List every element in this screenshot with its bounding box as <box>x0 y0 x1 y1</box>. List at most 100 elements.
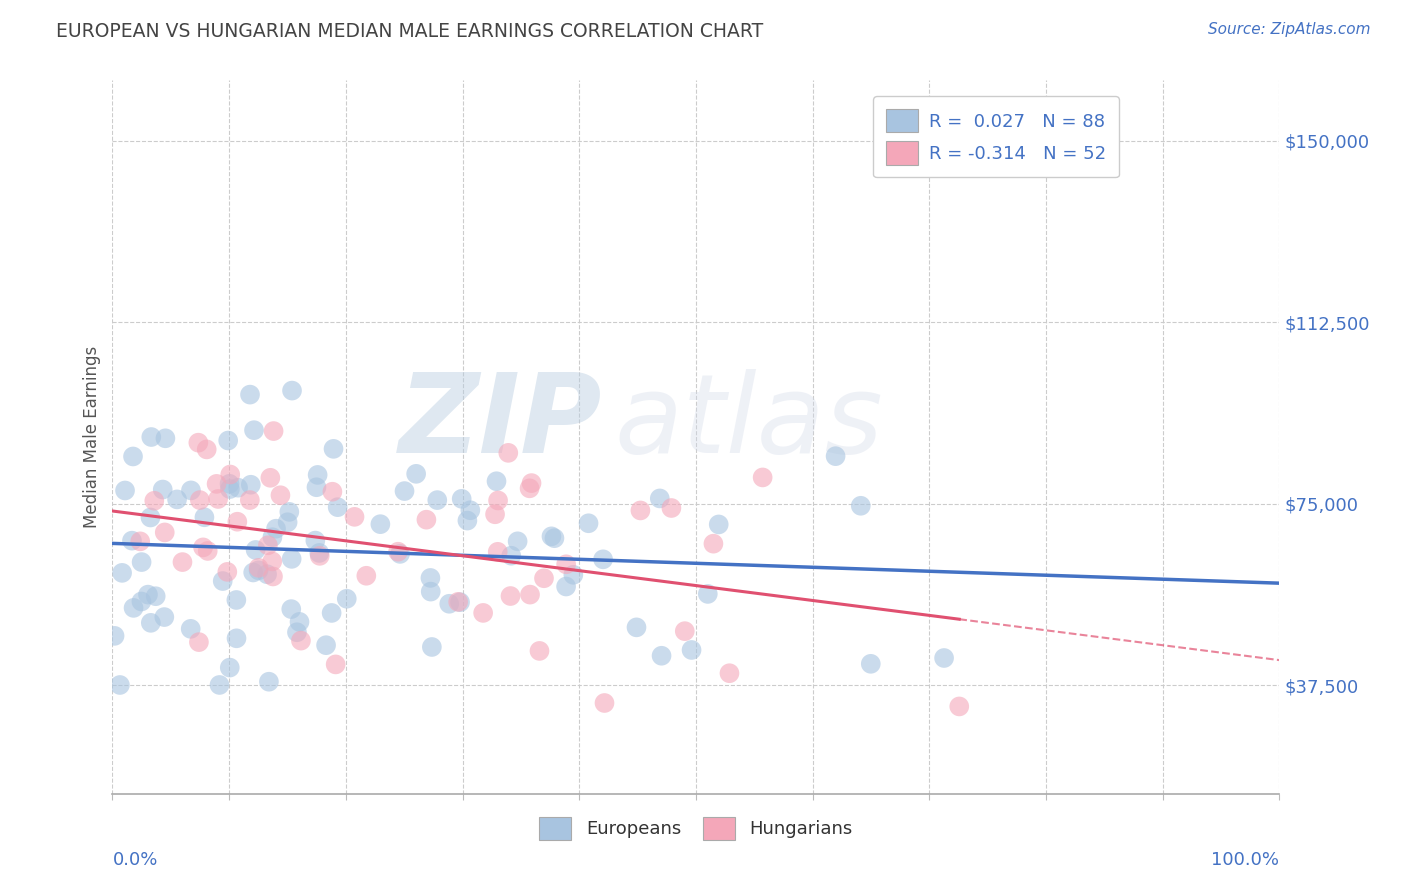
Point <box>501 549 523 563</box>
Point <box>242 566 264 580</box>
Point <box>172 555 194 569</box>
Point <box>139 615 162 630</box>
Point <box>673 624 696 639</box>
Point <box>262 530 284 544</box>
Text: atlas: atlas <box>614 369 883 476</box>
Point <box>486 493 509 508</box>
Point <box>239 387 262 401</box>
Point <box>259 471 281 485</box>
Point <box>187 435 209 450</box>
Point <box>188 493 211 508</box>
Point <box>628 503 651 517</box>
Point <box>257 538 280 552</box>
Point <box>111 566 134 580</box>
Point <box>543 531 565 545</box>
Point <box>247 561 270 575</box>
Point <box>460 503 482 517</box>
Point <box>456 514 478 528</box>
Point <box>243 423 266 437</box>
Point <box>651 648 673 663</box>
Point <box>389 547 412 561</box>
Point <box>257 674 280 689</box>
Point <box>661 501 683 516</box>
Point <box>449 595 471 609</box>
Point <box>245 543 267 558</box>
Point <box>195 442 218 457</box>
Point <box>593 696 616 710</box>
Point <box>321 606 343 620</box>
Point <box>626 620 648 634</box>
Point <box>519 588 541 602</box>
Point <box>256 567 278 582</box>
Point <box>264 522 287 536</box>
Point <box>308 549 330 563</box>
Point <box>219 467 242 482</box>
Point <box>681 643 703 657</box>
Point <box>315 638 337 652</box>
Legend: Europeans, Hungarians: Europeans, Hungarians <box>530 808 862 849</box>
Text: 0.0%: 0.0% <box>112 851 157 869</box>
Point <box>153 525 176 540</box>
Point <box>122 600 145 615</box>
Point <box>219 482 242 496</box>
Point <box>370 517 392 532</box>
Point <box>121 533 143 548</box>
Point <box>529 644 551 658</box>
Point <box>415 513 437 527</box>
Point <box>247 563 270 577</box>
Point <box>239 493 262 508</box>
Point <box>322 442 344 456</box>
Point <box>555 580 578 594</box>
Point <box>718 666 741 681</box>
Point <box>948 699 970 714</box>
Point <box>356 568 378 582</box>
Point <box>702 537 724 551</box>
Point <box>277 515 299 529</box>
Point <box>280 602 302 616</box>
Point <box>555 558 578 572</box>
Point <box>447 595 470 609</box>
Point <box>217 565 239 579</box>
Point <box>326 500 349 515</box>
Point <box>152 483 174 497</box>
Point <box>281 384 304 398</box>
Text: EUROPEAN VS HUNGARIAN MEDIAN MALE EARNINGS CORRELATION CHART: EUROPEAN VS HUNGARIAN MEDIAN MALE EARNIN… <box>56 22 763 41</box>
Point <box>153 610 176 624</box>
Point <box>280 552 302 566</box>
Point <box>405 467 427 481</box>
Point <box>217 434 239 448</box>
Point <box>648 491 671 506</box>
Point <box>218 476 240 491</box>
Point <box>136 588 159 602</box>
Point <box>304 533 326 548</box>
Point <box>426 493 449 508</box>
Point <box>520 476 543 491</box>
Point <box>472 606 495 620</box>
Point <box>308 546 330 560</box>
Y-axis label: Median Male Earnings: Median Male Earnings <box>83 346 101 528</box>
Point <box>578 516 600 531</box>
Point <box>139 510 162 524</box>
Point <box>696 587 718 601</box>
Point <box>824 449 846 463</box>
Point <box>499 589 522 603</box>
Point <box>263 424 285 438</box>
Point <box>305 480 328 494</box>
Point <box>108 678 131 692</box>
Point <box>707 517 730 532</box>
Point <box>207 491 229 506</box>
Point <box>484 508 506 522</box>
Point <box>225 632 247 646</box>
Text: Source: ZipAtlas.com: Source: ZipAtlas.com <box>1208 22 1371 37</box>
Point <box>849 499 872 513</box>
Point <box>218 660 240 674</box>
Point <box>285 625 308 640</box>
Point <box>751 470 773 484</box>
Point <box>506 534 529 549</box>
Point <box>485 475 508 489</box>
Point <box>103 629 125 643</box>
Point <box>155 431 177 445</box>
Point <box>498 446 520 460</box>
Point <box>262 569 284 583</box>
Point <box>262 554 284 568</box>
